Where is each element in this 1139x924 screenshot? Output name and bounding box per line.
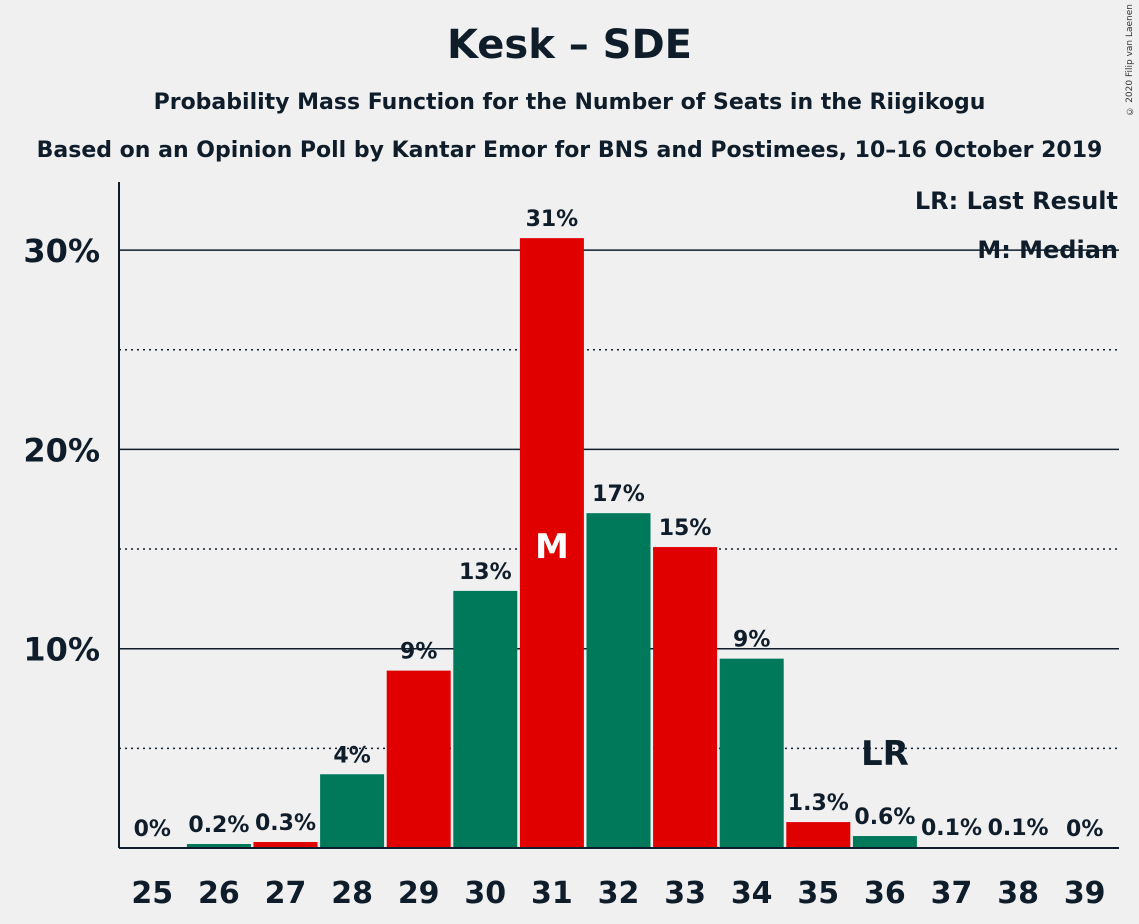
x-tick-label: 38 (997, 876, 1039, 911)
x-tick-label: 28 (331, 876, 373, 911)
x-tick-label: 27 (265, 876, 307, 911)
bar-30 (453, 590, 518, 848)
bar-26 (186, 844, 251, 848)
y-tick-label: 30% (23, 232, 100, 270)
legend-median: M: Median (977, 236, 1118, 264)
value-label: 17% (592, 482, 645, 507)
x-tick-label: 37 (931, 876, 973, 911)
value-label: 9% (400, 640, 437, 665)
chart-source: Based on an Opinion Poll by Kantar Emor … (36, 138, 1103, 163)
y-tick-label: 20% (23, 431, 100, 469)
legend: LR: Last Result M: Median (915, 187, 1118, 264)
x-tick-label: 32 (598, 876, 640, 911)
bar-34 (719, 658, 784, 848)
value-label: 0.2% (188, 813, 249, 838)
bar-36 (852, 836, 917, 848)
chart-title: Kesk – SDE (446, 22, 693, 68)
x-tick-label: 30 (464, 876, 506, 911)
value-label: 0.1% (988, 816, 1049, 841)
value-labels: 0% 0.2% 0.3%4%9%13%31%17%15%9%1.3%0.6% 0.1%… (134, 207, 1104, 842)
value-label: 15% (659, 516, 712, 541)
value-label: 4% (333, 743, 370, 768)
bar-31 (519, 238, 584, 849)
x-tick-label: 25 (131, 876, 173, 911)
value-label: 9% (733, 628, 770, 653)
x-tick-label: 26 (198, 876, 240, 911)
value-label: 13% (459, 560, 512, 585)
x-tick-label: 34 (731, 876, 773, 911)
y-tick-label: 10% (23, 631, 100, 669)
value-label: 1.3% (788, 791, 849, 816)
x-tick-label: 33 (664, 876, 706, 911)
x-tick-label: 29 (398, 876, 440, 911)
value-label: 31% (526, 207, 579, 232)
value-label: 0.6% (854, 805, 915, 830)
x-tick-label: 35 (797, 876, 839, 911)
value-label: 0.3% (255, 811, 316, 836)
value-label: 0% (1066, 817, 1103, 842)
x-tick-label: 39 (1064, 876, 1106, 911)
bar-33 (653, 547, 718, 848)
bar-27 (253, 842, 318, 848)
legend-last-result: LR: Last Result (915, 187, 1118, 215)
bar-32 (586, 513, 651, 848)
axes: 10% 20% 30% 25 26 27 28 29 30 31 32 33 34 35 36 37 38 39 (23, 182, 1119, 911)
chart-subtitle: Probability Mass Function for the Number… (153, 90, 986, 115)
bars (186, 238, 1051, 849)
x-tick-label: 36 (864, 876, 906, 911)
last-result-marker: LR (861, 734, 909, 774)
median-marker: M (535, 527, 569, 567)
bar-29 (386, 670, 451, 848)
value-label: 0.1% (921, 816, 982, 841)
x-tick-label: 31 (531, 876, 573, 911)
bar-35 (786, 822, 851, 848)
value-label: 0% (134, 817, 171, 842)
bar-28 (320, 774, 385, 848)
